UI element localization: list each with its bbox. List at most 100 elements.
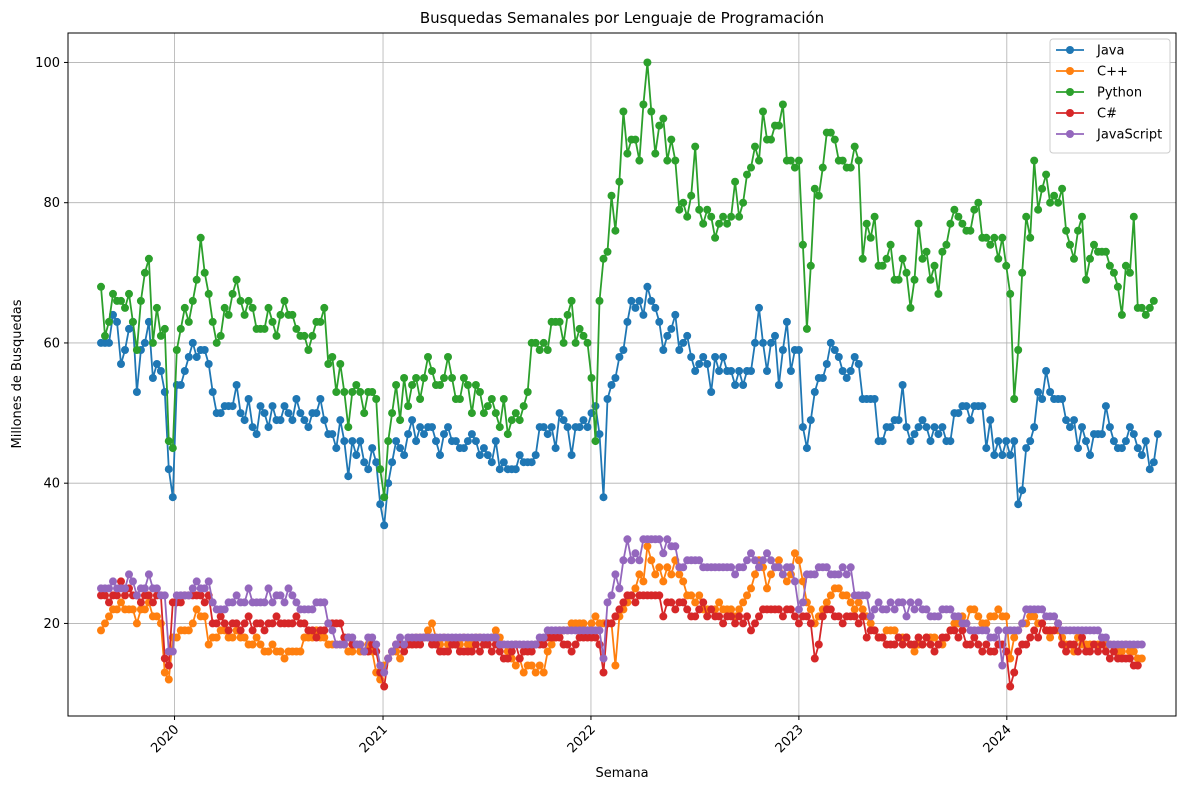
data-point (511, 409, 520, 418)
data-point (978, 647, 987, 656)
data-point (348, 633, 357, 642)
data-point (715, 219, 724, 228)
data-point (802, 444, 811, 453)
data-point (436, 381, 444, 389)
data-point (1105, 261, 1114, 270)
data-point (463, 437, 472, 446)
data-point (220, 619, 229, 628)
data-point (320, 303, 329, 312)
data-point (1145, 303, 1154, 312)
data-point (300, 331, 309, 340)
data-point (767, 338, 775, 347)
data-point (1010, 668, 1019, 677)
data-point (763, 367, 771, 375)
data-point (360, 409, 369, 418)
data-point (938, 423, 947, 432)
legend-marker (1066, 67, 1074, 75)
data-point (1137, 654, 1146, 663)
data-point (420, 430, 428, 439)
data-point (1030, 423, 1039, 432)
data-point (994, 437, 1003, 446)
data-point (248, 423, 257, 432)
data-point (794, 346, 803, 354)
data-point (978, 402, 987, 411)
data-point (332, 388, 341, 396)
data-point (455, 395, 464, 403)
data-point (595, 296, 604, 305)
data-point (1010, 437, 1019, 446)
data-point (830, 346, 839, 354)
data-point (400, 374, 409, 382)
data-point (444, 647, 452, 656)
data-point (280, 296, 289, 305)
data-point (806, 261, 815, 270)
data-point (810, 654, 819, 663)
data-point (1086, 254, 1094, 263)
data-point (539, 423, 548, 432)
data-point (132, 591, 141, 600)
data-point (324, 360, 333, 368)
data-point (739, 598, 748, 607)
data-point (164, 465, 173, 474)
data-point (739, 198, 748, 207)
data-point (200, 584, 209, 593)
data-point (675, 570, 684, 579)
data-point (364, 465, 373, 474)
data-point (117, 598, 125, 607)
data-point (854, 360, 863, 368)
data-point (966, 640, 975, 649)
data-point (834, 353, 843, 361)
data-point (539, 633, 548, 642)
data-point (747, 163, 755, 172)
data-point (252, 430, 261, 439)
data-point (942, 240, 951, 249)
data-point (252, 633, 261, 642)
data-point (890, 640, 899, 649)
data-point (276, 416, 285, 425)
data-point (432, 640, 440, 649)
legend-item: C++ (1056, 65, 1128, 80)
data-point (751, 556, 759, 565)
data-point (1125, 423, 1134, 432)
data-point (220, 605, 229, 614)
data-point (232, 275, 241, 284)
data-point (870, 605, 879, 614)
data-point (719, 212, 728, 221)
data-point (356, 388, 365, 396)
data-point (184, 317, 193, 326)
data-point (611, 612, 620, 621)
data-point (798, 423, 807, 432)
data-point (451, 437, 460, 446)
data-point (200, 268, 209, 277)
data-point (846, 367, 855, 375)
data-point (396, 416, 405, 425)
data-point (1050, 612, 1059, 621)
data-point (1125, 268, 1134, 277)
data-point (212, 619, 221, 628)
data-point (910, 605, 919, 614)
data-point (615, 177, 624, 186)
data-point (643, 58, 652, 67)
data-point (132, 346, 141, 354)
data-point (974, 612, 983, 621)
data-point (148, 338, 157, 347)
data-point (168, 444, 177, 453)
data-point (416, 423, 425, 432)
data-point (539, 640, 548, 649)
data-point (623, 317, 632, 326)
data-point (858, 612, 867, 621)
data-point (810, 388, 819, 396)
data-point (216, 409, 225, 418)
data-point (858, 254, 867, 263)
data-point (1062, 416, 1071, 425)
data-point (814, 191, 823, 200)
data-point (531, 451, 540, 460)
series-line (101, 538, 1142, 674)
data-point (699, 219, 708, 228)
data-point (328, 353, 337, 361)
data-point (156, 367, 165, 375)
data-point (838, 367, 847, 375)
data-point (1141, 310, 1150, 319)
data-point (695, 591, 704, 600)
